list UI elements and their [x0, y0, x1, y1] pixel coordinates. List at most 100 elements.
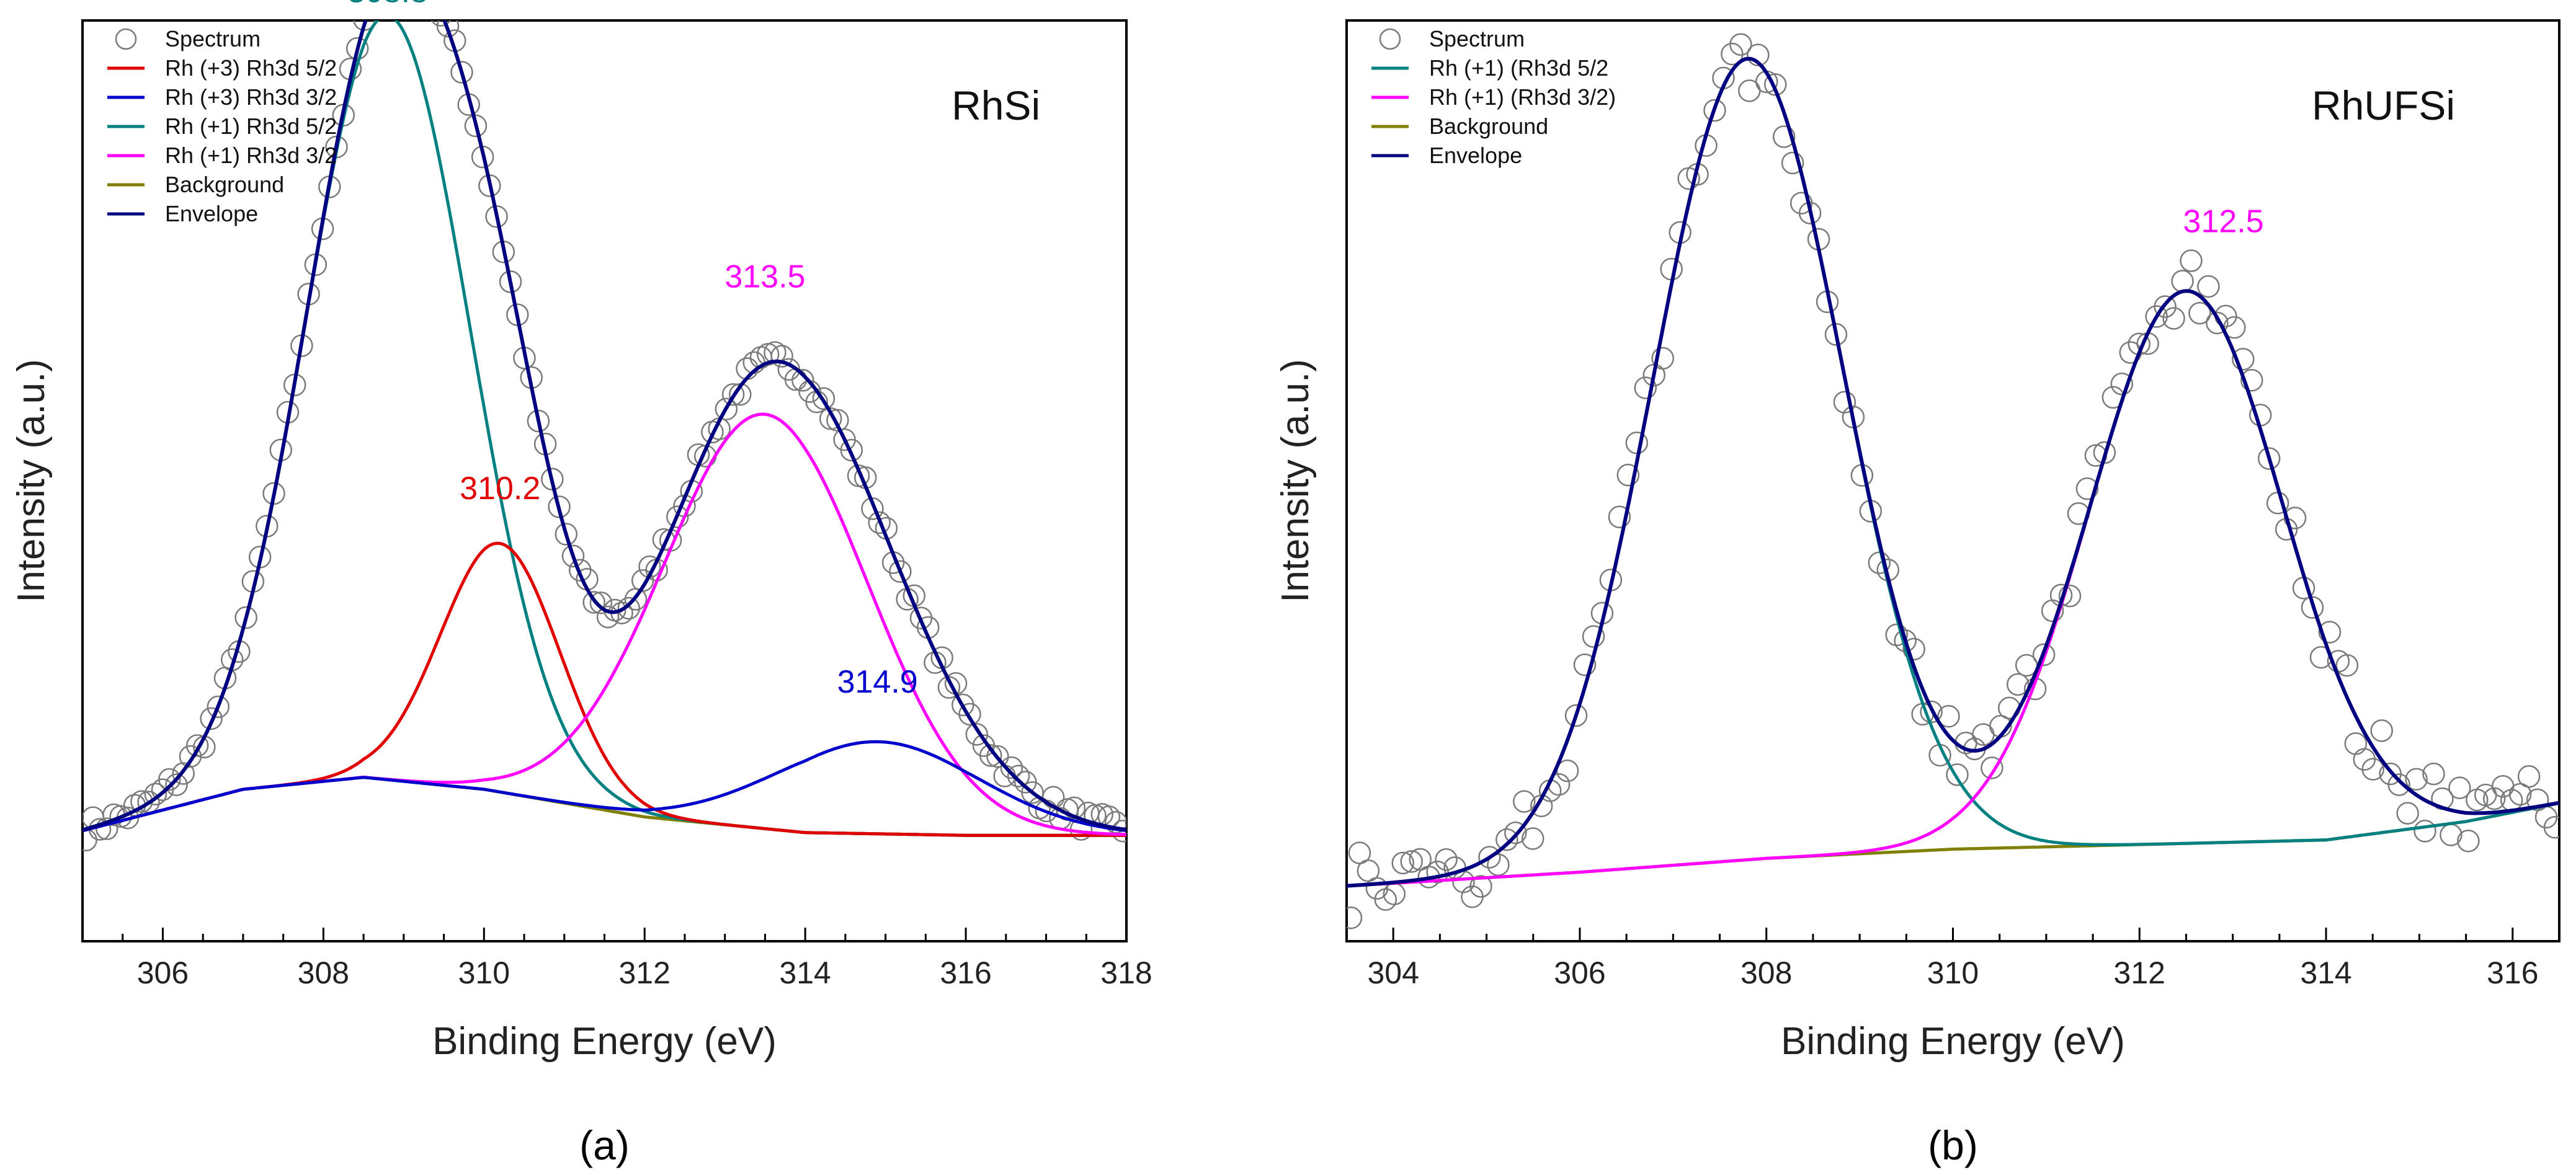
- legend-label: Spectrum: [1429, 26, 1525, 51]
- panel-label: (a): [579, 1122, 630, 1168]
- y-axis-label: Intensity (a.u.): [1274, 359, 1317, 603]
- legend: Spectrum Rh (+3) Rh3d 5/2 Rh (+3) Rh3d 3/2…: [107, 26, 337, 226]
- legend-label: Spectrum: [165, 26, 261, 51]
- x-tick-label: 308: [1740, 956, 1792, 990]
- x-axis-label: Binding Energy (eV): [432, 1020, 777, 1063]
- spectrum-point: [555, 523, 578, 546]
- spectrum-point: [1937, 704, 1960, 728]
- plot-area: [1347, 33, 2559, 929]
- envelope-line: [82, 20, 1126, 832]
- spectrum-point: [2396, 802, 2419, 825]
- spectrum-point: [2457, 830, 2480, 853]
- background-line: [1347, 801, 2559, 888]
- spectrum-point: [1763, 73, 1787, 96]
- legend-label: Rh (+1) Rh3d 3/2: [165, 143, 337, 168]
- spectrum-point: [200, 707, 223, 730]
- spectrum-point: [2370, 719, 2393, 742]
- spectrum-point: [1946, 763, 1969, 786]
- spectrum-point: [109, 805, 132, 828]
- spectrum-point: [527, 409, 550, 433]
- spectrum-point: [965, 723, 989, 746]
- plot-frame: [1345, 19, 2560, 942]
- spectrum-point: [1391, 851, 1415, 875]
- spectrum-point: [2344, 732, 2368, 755]
- legend-label: Envelope: [1429, 143, 1522, 168]
- spectrum-point: [1608, 505, 1631, 528]
- spectrum-point: [1573, 653, 1597, 676]
- spectrum-point: [1729, 33, 1752, 56]
- spectrum-point: [1902, 637, 1925, 661]
- spectrum-point: [770, 345, 793, 368]
- spectrum-point: [1616, 463, 1640, 487]
- spectrum-point: [1721, 42, 1744, 66]
- spectrum-point: [2508, 783, 2532, 806]
- spectrum-point: [2110, 372, 2134, 396]
- spectrum-point: [1824, 323, 1848, 346]
- spectrum-point: [1582, 625, 1605, 648]
- spectrum-point: [2448, 776, 2471, 799]
- spectrum-point: [986, 745, 1009, 768]
- spectrum-point: [1781, 151, 1804, 175]
- peak-annotation: 310.2: [460, 471, 540, 507]
- spectrum-point: [1521, 827, 1544, 850]
- legend-label: Rh (+3) Rh3d 3/2: [165, 84, 337, 110]
- spectrum-point: [2232, 347, 2255, 371]
- peak-annotation: 312.5: [2183, 204, 2264, 240]
- spectrum-point: [2206, 311, 2229, 335]
- spectrum-point: [499, 270, 522, 293]
- spectrum-point: [1634, 376, 1657, 399]
- spectrum-point: [568, 559, 592, 582]
- spectrum-point: [1007, 765, 1030, 787]
- spectrum-point: [2075, 477, 2099, 500]
- x-tick-label: 306: [137, 956, 189, 990]
- spectrum-point: [666, 505, 689, 528]
- spectrum-point: [596, 605, 620, 629]
- spectrum-point: [958, 703, 981, 726]
- legend: Spectrum Rh (+1) (Rh3d 5/2 Rh (+1) (Rh3d 3…: [1371, 26, 1616, 168]
- spectrum-point: [158, 768, 181, 791]
- spectrum-point: [1625, 432, 1649, 454]
- spectrum-point: [2543, 815, 2559, 839]
- spectrum-point: [165, 773, 188, 797]
- spectrum-point: [561, 544, 585, 568]
- chart-title: RhSi: [952, 82, 1040, 128]
- x-tick-label: 306: [1554, 956, 1605, 990]
- spectrum-point: [2154, 295, 2177, 318]
- spectrum-point: [1504, 821, 1527, 845]
- spectrum-point: [1981, 756, 2003, 779]
- spectrum-point: [2301, 596, 2324, 619]
- x-tick-label: 312: [2114, 956, 2165, 990]
- x-axis-label: Binding Energy (eV): [1781, 1020, 2125, 1063]
- spectrum-point: [1833, 391, 1856, 414]
- spectrum-point: [2387, 773, 2410, 796]
- spectrum-point: [1478, 846, 1501, 869]
- legend-marker-spectrum: [115, 28, 137, 50]
- spectrum-point: [2283, 507, 2307, 530]
- spectrum-point: [979, 744, 1002, 767]
- spectrum-point: [2413, 820, 2436, 843]
- spectrum-point: [172, 762, 195, 785]
- legend-label: Rh (+1) (Rh3d 3/2): [1429, 84, 1616, 110]
- legend-label: Rh (+3) Rh3d 5/2: [165, 55, 337, 81]
- spectrum-point: [1495, 828, 1518, 851]
- component-peak-line: [82, 740, 1126, 833]
- chart-title: RhUFSi: [2312, 82, 2455, 128]
- spectrum-point: [234, 606, 257, 629]
- spectrum-point: [2318, 621, 2342, 644]
- spectrum-point: [2188, 301, 2211, 325]
- x-tick-label: 316: [940, 956, 991, 990]
- envelope-line: [1347, 56, 2559, 888]
- spectrum-point: [2032, 643, 2056, 667]
- spectrum-point: [2162, 307, 2185, 330]
- spectrum-point: [2483, 787, 2506, 810]
- spectrum-point: [2171, 270, 2194, 293]
- spectrum-point: [207, 695, 230, 719]
- legend-label: Background: [1429, 113, 1548, 139]
- spectrum-point: [1000, 756, 1023, 779]
- spectrum-point: [1021, 781, 1044, 804]
- x-tick-label: 312: [619, 956, 671, 990]
- legend-label: Envelope: [165, 201, 258, 226]
- spectrum-point: [791, 369, 814, 392]
- panel-label: (b): [1928, 1122, 1978, 1168]
- spectrum-point: [2517, 765, 2541, 788]
